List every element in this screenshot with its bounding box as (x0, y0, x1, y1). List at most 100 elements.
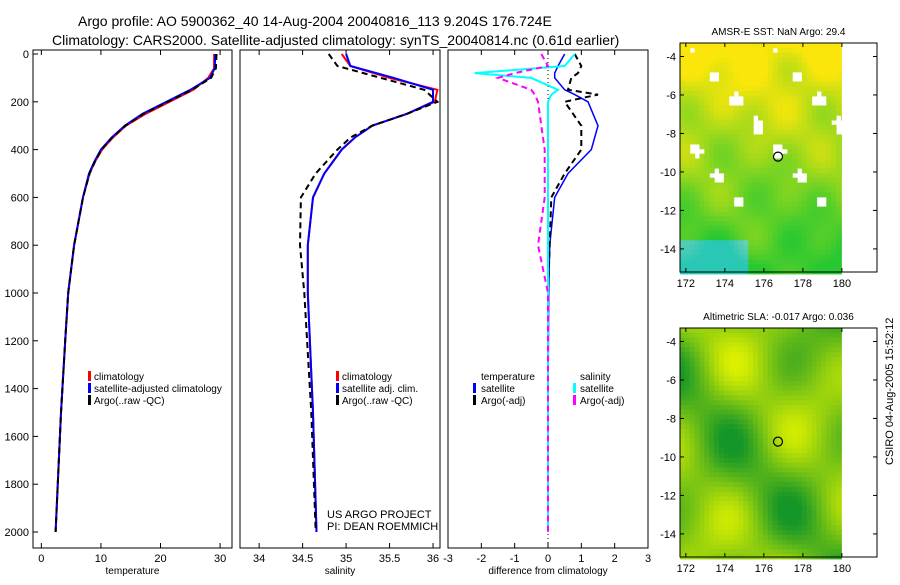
map-cell (680, 259, 686, 265)
map-cell (826, 225, 832, 232)
map-cell (714, 328, 720, 334)
map-cell (811, 486, 818, 493)
map-cell (738, 328, 744, 334)
map-cell (753, 385, 759, 391)
map-cell (826, 443, 832, 449)
map-cell (699, 443, 705, 449)
map-cell (777, 91, 783, 97)
map-cell (836, 395, 842, 401)
map-cell (704, 105, 710, 111)
map-cell (836, 385, 842, 391)
map-cell (684, 71, 691, 78)
map-cell (699, 539, 705, 545)
map-cell (714, 225, 720, 232)
map-cell (792, 81, 798, 87)
map-cell (782, 91, 788, 97)
map-cell (782, 196, 788, 203)
map-cell (840, 409, 842, 416)
map-cell (767, 371, 774, 377)
map-cell (787, 405, 793, 411)
map-cell (782, 400, 788, 406)
credit-line-1: US ARGO PROJECT (327, 509, 432, 521)
sal-xtick-label: 34.5 (292, 553, 313, 565)
map-cell (709, 506, 715, 512)
map-cell (733, 211, 739, 217)
map-cell (684, 506, 691, 512)
map-cell (801, 115, 808, 121)
map-cell (699, 240, 705, 246)
sal-xtick-label: 35 (340, 553, 352, 565)
map-cell (816, 438, 822, 444)
map-cell (821, 328, 827, 334)
map-cell (792, 168, 798, 174)
map-cell (806, 462, 813, 468)
map-cell (758, 520, 764, 526)
map-cell (840, 342, 842, 348)
map-cell (748, 539, 754, 545)
map-cell (689, 361, 696, 367)
map-cell (704, 429, 710, 435)
map-cell (836, 43, 842, 49)
map-cell (680, 409, 686, 416)
map-cell (733, 67, 739, 73)
map-cell (728, 438, 735, 444)
map-cell (831, 486, 837, 493)
map-cell (723, 443, 730, 449)
map-cell (699, 472, 705, 478)
map-cell (694, 390, 700, 396)
map-cell (714, 544, 720, 550)
map-cell (816, 230, 822, 236)
map-cell (728, 172, 735, 179)
map-cell (762, 245, 769, 251)
map-cell (772, 366, 778, 372)
map-cell (840, 443, 842, 449)
map-cell (801, 371, 808, 377)
map-cell (758, 506, 764, 512)
map-cell (762, 419, 769, 425)
map-cell (767, 405, 774, 411)
map-cell (762, 168, 769, 174)
map-cell (684, 429, 691, 435)
map-cell (733, 235, 739, 241)
map-cell (738, 525, 744, 531)
map-cell (689, 201, 696, 208)
map-cell (728, 371, 735, 377)
map-cell (782, 477, 788, 483)
map-cell (743, 110, 749, 116)
depth-tick-label: 1400 (5, 384, 29, 396)
map-cell (728, 153, 735, 159)
map-cell (806, 225, 813, 232)
map-cell (840, 457, 842, 464)
map-cell (753, 47, 759, 54)
map-cell (728, 433, 735, 440)
map-cell (733, 486, 739, 493)
map-cell (714, 419, 720, 425)
map-cell (772, 501, 778, 507)
map-cell (777, 196, 783, 203)
map-cell (836, 259, 842, 265)
map-cell (684, 264, 691, 270)
map-cell (743, 43, 749, 49)
map-cell (753, 182, 759, 188)
map-cell (767, 429, 774, 435)
map-cell (758, 342, 764, 348)
map-cell (714, 376, 720, 382)
map-cell (743, 105, 749, 111)
map-cell (733, 105, 739, 111)
sal-legend-swatch (336, 395, 339, 405)
map-cell (772, 76, 778, 82)
map-cell (743, 240, 749, 246)
map-cell (699, 196, 705, 203)
map-cell (787, 549, 793, 555)
map-cell (753, 192, 759, 198)
depth-tick-label: 1200 (5, 336, 29, 348)
map-cell (738, 337, 744, 343)
map-cell (704, 76, 710, 82)
map-cell (738, 211, 744, 217)
map-cell (748, 134, 754, 140)
map-cell (801, 467, 808, 473)
map-cell (831, 438, 837, 444)
map-cell (748, 67, 754, 73)
map-cell (816, 549, 822, 555)
map-cell (719, 216, 725, 222)
